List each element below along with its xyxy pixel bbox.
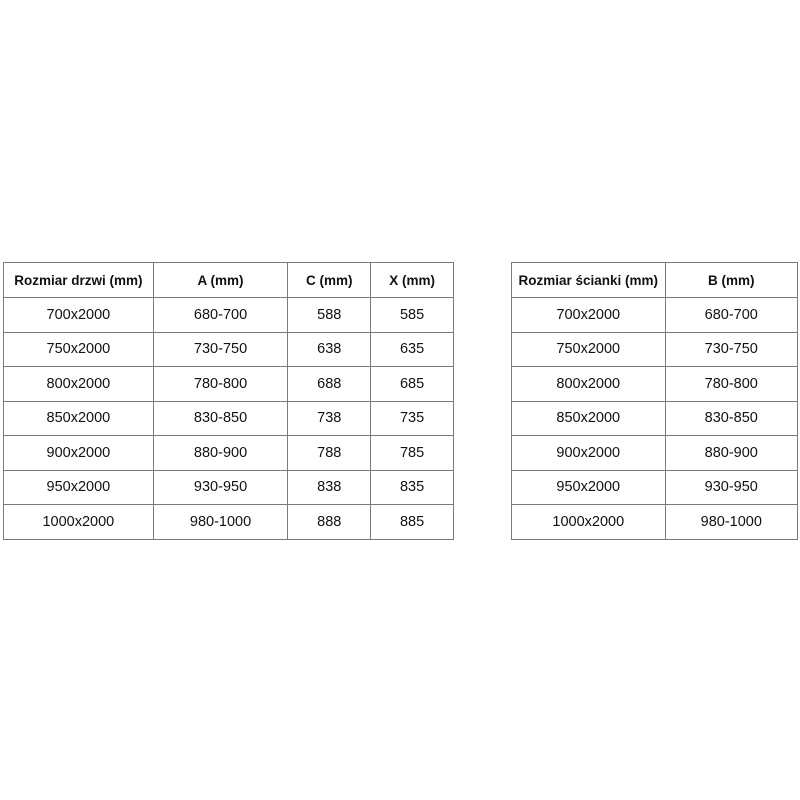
table-cell: 1000x2000 <box>3 504 154 540</box>
table-cell: 950x2000 <box>511 469 666 505</box>
table-row: 800x2000 780-800 688 685 <box>3 366 454 402</box>
table-header-row: Rozmiar drzwi (mm) A (mm) C (mm) X (mm) <box>3 262 454 298</box>
table-cell: 785 <box>370 435 454 471</box>
table-cell: 685 <box>370 366 454 402</box>
table-cell: 680-700 <box>664 297 799 333</box>
table-cell: 980-1000 <box>152 504 289 540</box>
column-header: Rozmiar ścianki (mm) <box>511 262 666 298</box>
table-header-row: Rozmiar ścianki (mm) B (mm) <box>511 262 799 298</box>
table-cell: 585 <box>370 297 454 333</box>
table-cell: 850x2000 <box>3 400 154 436</box>
table-row: 950x2000 930-950 <box>511 469 799 505</box>
table-cell: 730-750 <box>152 331 289 367</box>
table-cell: 700x2000 <box>511 297 666 333</box>
table-cell: 930-950 <box>152 469 289 505</box>
table-body: 700x2000 680-700 750x2000 730-750 800x2000 78… <box>511 297 799 540</box>
table-cell: 788 <box>287 435 372 471</box>
table-cell: 1000x2000 <box>511 504 666 540</box>
table-row: 900x2000 880-900 788 785 <box>3 435 454 471</box>
table-cell: 900x2000 <box>3 435 154 471</box>
column-header: B (mm) <box>664 262 799 298</box>
table-row: 700x2000 680-700 588 585 <box>3 297 454 333</box>
table-row: 1000x2000 980-1000 <box>511 504 799 540</box>
table-row: 1000x2000 980-1000 888 885 <box>3 504 454 540</box>
table-cell: 735 <box>370 400 454 436</box>
table-cell: 900x2000 <box>511 435 666 471</box>
column-header: A (mm) <box>152 262 289 298</box>
table-cell: 780-800 <box>152 366 289 402</box>
table-cell: 835 <box>370 469 454 505</box>
table-cell: 588 <box>287 297 372 333</box>
table-cell: 700x2000 <box>3 297 154 333</box>
table-row: 750x2000 730-750 <box>511 331 799 367</box>
table-row: 750x2000 730-750 638 635 <box>3 331 454 367</box>
table-row: 850x2000 830-850 <box>511 400 799 436</box>
table-cell: 688 <box>287 366 372 402</box>
table-row: 850x2000 830-850 738 735 <box>3 400 454 436</box>
column-header: Rozmiar drzwi (mm) <box>3 262 154 298</box>
table-cell: 838 <box>287 469 372 505</box>
table-cell: 850x2000 <box>511 400 666 436</box>
table-cell: 830-850 <box>664 400 799 436</box>
table-cell: 730-750 <box>664 331 799 367</box>
table-cell: 950x2000 <box>3 469 154 505</box>
table-cell: 888 <box>287 504 372 540</box>
table-cell: 800x2000 <box>511 366 666 402</box>
table-body: 700x2000 680-700 588 585 750x2000 730-750 638 6… <box>3 297 454 540</box>
table-cell: 880-900 <box>664 435 799 471</box>
table-cell: 930-950 <box>664 469 799 505</box>
table-row: 800x2000 780-800 <box>511 366 799 402</box>
table-cell: 800x2000 <box>3 366 154 402</box>
table-cell: 750x2000 <box>3 331 154 367</box>
table-row: 900x2000 880-900 <box>511 435 799 471</box>
table-cell: 738 <box>287 400 372 436</box>
table-cell: 980-1000 <box>664 504 799 540</box>
table-cell: 680-700 <box>152 297 289 333</box>
table-cell: 885 <box>370 504 454 540</box>
table-row: 700x2000 680-700 <box>511 297 799 333</box>
table-cell: 635 <box>370 331 454 367</box>
column-header: C (mm) <box>287 262 372 298</box>
table-cell: 830-850 <box>152 400 289 436</box>
table-cell: 880-900 <box>152 435 289 471</box>
door-size-table: Rozmiar drzwi (mm) A (mm) C (mm) X (mm) 700… <box>3 262 454 540</box>
table-cell: 780-800 <box>664 366 799 402</box>
table-row: 950x2000 930-950 838 835 <box>3 469 454 505</box>
table-cell: 638 <box>287 331 372 367</box>
table-cell: 750x2000 <box>511 331 666 367</box>
wall-size-table: Rozmiar ścianki (mm) B (mm) 700x2000 680-7… <box>511 262 799 540</box>
column-header: X (mm) <box>370 262 454 298</box>
